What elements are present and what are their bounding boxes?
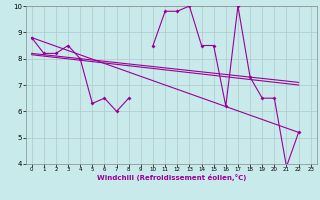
X-axis label: Windchill (Refroidissement éolien,°C): Windchill (Refroidissement éolien,°C)	[97, 174, 246, 181]
